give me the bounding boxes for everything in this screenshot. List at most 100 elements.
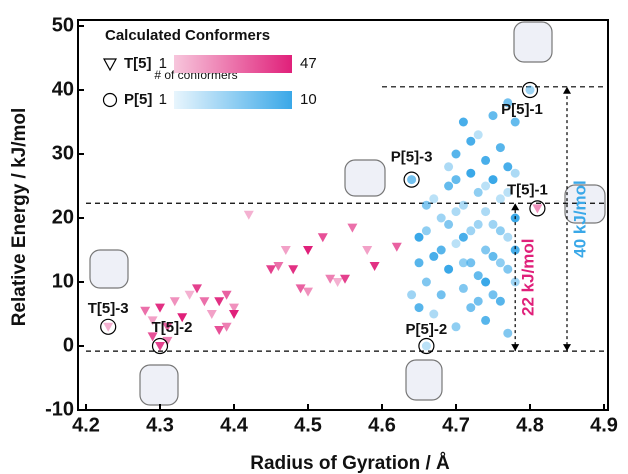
data-point (473, 130, 483, 140)
molecule-icon (139, 364, 179, 406)
legend-marker (102, 58, 118, 72)
colorbar-min: 1 (159, 55, 167, 72)
data-point (162, 336, 173, 346)
data-point (421, 341, 431, 351)
x-tick-label: 4.6 (368, 414, 396, 436)
data-point (103, 322, 114, 332)
data-point (192, 284, 202, 294)
data-point (473, 219, 483, 229)
data-point (391, 242, 402, 252)
data-point (407, 175, 417, 185)
x-tick-label: 4.7 (442, 414, 470, 436)
data-point (340, 274, 350, 284)
molecule-icon (513, 21, 553, 63)
data-point (347, 223, 358, 233)
colorbar-max: 10 (300, 91, 317, 108)
data-point (206, 310, 217, 319)
colorbar-max: 47 (300, 55, 317, 72)
arrowhead (563, 86, 571, 94)
x-tick-label: 4.8 (516, 414, 544, 436)
data-point (273, 262, 284, 271)
y-tick-label: 40 (52, 78, 74, 100)
y-tick-label: 50 (52, 14, 74, 36)
data-point (325, 274, 336, 284)
annotation-circle (403, 171, 420, 188)
annotation-circle (529, 200, 546, 217)
data-point (436, 213, 446, 223)
annotation-label: P[5]-1 (501, 101, 543, 118)
data-point (414, 232, 424, 242)
data-point (155, 342, 165, 351)
x-tick-label: 4.4 (220, 414, 249, 436)
data-point (421, 200, 431, 210)
arrowhead (511, 344, 520, 352)
data-point (317, 233, 328, 243)
data-point (488, 175, 498, 185)
data-point (429, 309, 439, 319)
data-point (532, 204, 543, 214)
data-point (503, 232, 513, 242)
data-point (221, 290, 232, 300)
data-point (295, 284, 306, 294)
y-tick-label: -10 (45, 398, 74, 420)
data-point (414, 258, 424, 268)
molecule-icons (89, 21, 606, 406)
data-point (229, 303, 239, 313)
bracket-label: 22 kJ/mol (519, 238, 538, 316)
data-point (481, 245, 491, 255)
data-point (280, 246, 291, 255)
data-point (495, 258, 505, 268)
data-point (458, 232, 468, 242)
colorbar (174, 91, 292, 109)
data-point (510, 117, 520, 127)
data-point (162, 322, 173, 332)
data-point (481, 155, 491, 165)
data-point (184, 290, 195, 300)
data-point (503, 328, 513, 338)
legend-label: P[5] (124, 91, 152, 108)
data-point (466, 303, 476, 313)
data-point (214, 297, 225, 307)
data-point (458, 117, 468, 127)
data-point (451, 239, 461, 249)
y-tick-label: 30 (52, 142, 74, 164)
data-point (488, 219, 498, 229)
x-tick-label: 4.9 (590, 414, 618, 436)
data-point (466, 168, 476, 178)
x-tick-label: 4.3 (146, 414, 174, 436)
data-point (229, 310, 239, 319)
data-point (221, 322, 232, 332)
data-point (451, 322, 461, 332)
data-point (266, 265, 276, 275)
data-point (481, 315, 491, 325)
annotation-label: T[5]-1 (507, 181, 548, 198)
data-point (444, 162, 454, 172)
data-point (436, 245, 446, 255)
y-axis-label: Relative Energy / kJ/mol (9, 108, 30, 327)
data-point (466, 136, 476, 146)
annotation-circle (418, 337, 435, 355)
y-tick-label: 10 (52, 270, 74, 292)
data-point (481, 207, 491, 217)
data-point (503, 187, 513, 197)
molecule-icon (89, 249, 129, 289)
data-point (495, 296, 505, 306)
x-tick-label: 4.5 (294, 414, 322, 436)
data-point (451, 175, 461, 185)
data-point (303, 246, 313, 255)
data-point (510, 245, 520, 255)
data-point (332, 278, 343, 287)
data-point (466, 258, 476, 268)
data-point (140, 306, 151, 316)
annotation-circle (151, 337, 169, 355)
arrowhead (563, 344, 571, 352)
annotation-circle (521, 81, 539, 99)
data-point (177, 313, 188, 323)
data-point (481, 277, 491, 287)
data-point (451, 149, 461, 159)
data-point (444, 181, 454, 191)
molecule-icon (405, 359, 443, 401)
data-point (429, 194, 439, 204)
